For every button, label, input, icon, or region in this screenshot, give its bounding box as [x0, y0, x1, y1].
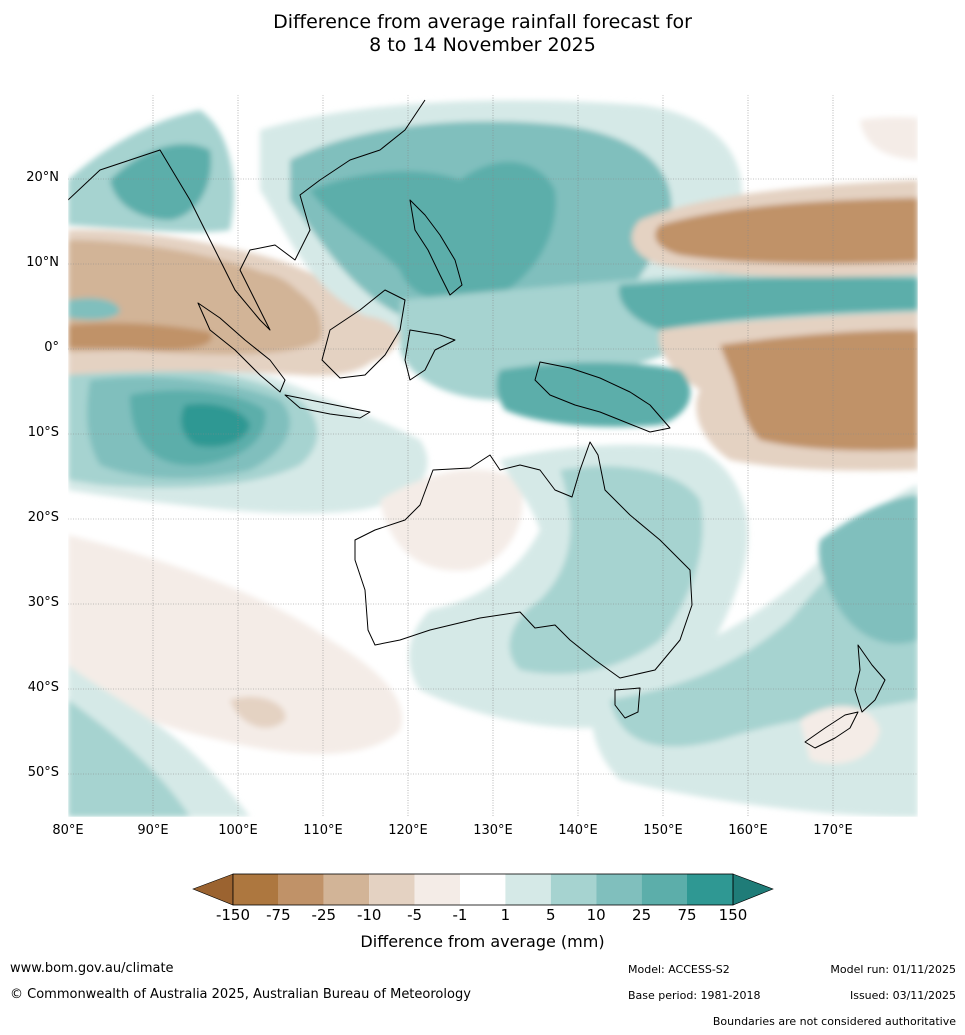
boundaries-disclaimer: Boundaries are not considered authoritat…: [712, 1015, 956, 1028]
lon-label: 130°E: [473, 823, 513, 838]
australia-coastline: [354, 441, 693, 679]
lon-label: 100°E: [218, 823, 258, 838]
dry-region-north-pacific-3: [860, 117, 918, 160]
lat-label: 0°: [44, 340, 59, 355]
colorbar-arrow-min: [192, 873, 234, 906]
graticule: [68, 95, 918, 817]
philippines-coastline: [409, 199, 463, 296]
coastlines: [68, 99, 886, 749]
colorbar-swatch: [596, 874, 642, 905]
sulawesi-coastline: [404, 329, 456, 381]
issued-date: Issued: 03/11/2025: [849, 989, 956, 1002]
tasmania-coastline: [614, 687, 641, 719]
colorbar-arrow-max: [732, 873, 774, 906]
copyright-text: © Commonwealth of Australia 2025, Austra…: [10, 987, 471, 1002]
dry-region-north-pacific-2: [655, 198, 918, 264]
lon-label: 160°E: [728, 823, 768, 838]
wet-region-png: [496, 362, 691, 427]
colorbar-label: 1: [500, 906, 511, 924]
map-plot-area: [68, 95, 918, 817]
wet-region-tasman-2: [610, 500, 918, 747]
colorbar-label: 75: [677, 906, 697, 924]
lon-label: 110°E: [303, 823, 343, 838]
colorbar-title: Difference from average (mm): [360, 932, 605, 951]
lon-label: 150°E: [643, 823, 683, 838]
colorbar-label: 10: [586, 906, 606, 924]
colorbar-label: -75: [266, 906, 291, 924]
wet-region-tasman-3: [818, 495, 918, 644]
colorbar-label: -150: [215, 906, 251, 924]
colorbar-label: -25: [311, 906, 337, 924]
dry-region-west-australia: [380, 469, 523, 571]
lat-label: 40°S: [27, 680, 59, 695]
java-coastline: [284, 394, 371, 419]
lon-label: 170°E: [813, 823, 853, 838]
colorbar-label: -1: [452, 906, 468, 924]
model-name: Model: ACCESS-S2: [628, 963, 730, 976]
colorbar-swatch: [641, 874, 687, 905]
colorbar-swatch: [460, 874, 506, 905]
lon-label: 120°E: [388, 823, 428, 838]
lat-label: 10°S: [27, 425, 59, 440]
colorbar-swatch: [414, 874, 460, 905]
colorbar-swatch: [278, 874, 324, 905]
lon-label: 80°E: [52, 823, 84, 838]
colorbar-swatch: [323, 874, 370, 905]
colorbar-label: -5: [407, 906, 423, 924]
colorbar-label: 150: [718, 906, 748, 924]
colorbar-swatch: [550, 874, 597, 905]
wet-region-bay-of-bengal-2: [110, 144, 211, 220]
lat-label: 20°S: [27, 510, 59, 525]
png-coastline: [534, 361, 671, 433]
colorbar-swatch: [233, 874, 279, 905]
dry-region-south-pacific-2: [720, 330, 918, 451]
wet-region-east-australia-2: [509, 466, 703, 674]
new-zealand-south-coastline: [804, 711, 859, 749]
wet-region-indian-ocean-5: [181, 403, 250, 447]
lon-label: 140°E: [558, 823, 598, 838]
colorbar-label: -10: [356, 906, 382, 924]
model-run-date: Model run: 01/11/2025: [830, 963, 956, 976]
lat-label: 30°S: [27, 595, 59, 610]
new-zealand-north-coastline: [854, 644, 886, 713]
colorbar-swatch: [369, 874, 415, 905]
lat-label: 10°N: [26, 255, 59, 270]
colorbar-label: 25: [632, 906, 652, 924]
colorbar-label: 5: [546, 906, 556, 924]
map-title-line2: 8 to 14 November 2025: [369, 34, 596, 56]
map-title-line1: Difference from average rainfall forecas…: [273, 11, 692, 33]
wet-region-south-west-2: [68, 700, 190, 817]
dry-region-south-west: [68, 535, 402, 754]
lon-label: 90°E: [137, 823, 169, 838]
sumatra-coastline: [197, 302, 286, 393]
colorbar: [192, 873, 774, 906]
website-link[interactable]: www.bom.gov.au/climate: [10, 961, 174, 976]
base-period: Base period: 1981-2018: [628, 989, 761, 1002]
wet-region-philippine-sea-3: [310, 161, 556, 302]
wet-strip-indian: [68, 298, 120, 320]
borneo-coastline: [321, 289, 406, 379]
colorbar-swatch: [687, 874, 733, 905]
dry-region-borneo: [320, 315, 400, 364]
dry-region-maritime: [240, 272, 310, 326]
dry-region-equatorial-indian-3: [68, 322, 212, 351]
colorbar-swatch: [505, 874, 551, 905]
lat-label: 20°N: [26, 170, 59, 185]
mainland-asia-coastline: [68, 99, 426, 331]
dry-region-south-west-2: [230, 696, 286, 728]
lat-label: 50°S: [27, 765, 59, 780]
wet-region-equatorial-pacific-2: [619, 276, 918, 330]
